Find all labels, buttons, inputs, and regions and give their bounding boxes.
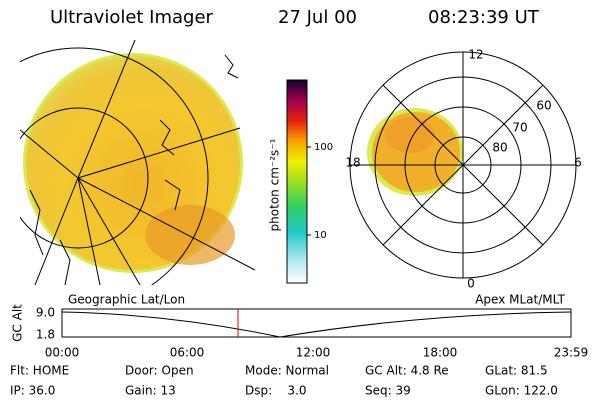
lat-label: 70 xyxy=(512,121,527,135)
panel-caption: Apex MLat/MLT xyxy=(475,293,565,307)
timeline-y-label: 9.0 xyxy=(36,306,55,320)
mlt-label: 0 xyxy=(467,277,475,291)
status-field: IP: 36.0 xyxy=(10,384,55,398)
status-field: GLon: 122.0 xyxy=(485,384,558,398)
colorbar-label: photon cm⁻²s⁻¹ xyxy=(268,138,282,231)
timeline-x-label: 00:00 xyxy=(45,346,80,360)
geographic-image xyxy=(20,40,255,285)
panel-caption: Geographic Lat/Lon xyxy=(68,293,185,307)
status-field: Seq: 39 xyxy=(365,384,411,398)
time: 08:23:39 UT xyxy=(428,7,540,28)
polar-image xyxy=(367,108,463,196)
status-field: Door: Open xyxy=(125,364,194,378)
timeline-frame xyxy=(61,308,572,338)
status-field: Mode: Normal xyxy=(245,364,329,378)
mlt-label: 6 xyxy=(574,156,582,170)
status-field: Gain: 13 xyxy=(125,384,176,398)
status-field: GLat: 81.5 xyxy=(485,364,548,378)
title: Ultraviolet Imager xyxy=(50,7,214,28)
altitude-curve xyxy=(61,311,572,338)
timeline-y-label: 1.8 xyxy=(36,328,55,342)
colorbar-tick-label: 100 xyxy=(314,142,333,153)
date: 27 Jul 00 xyxy=(278,7,357,28)
footer: Flt: HOME Door: Open Mode: Normal GC Alt: 4… xyxy=(10,364,558,398)
colorbar xyxy=(286,79,308,284)
timeline-x-label: 23:59 xyxy=(554,346,589,360)
lat-label: 80 xyxy=(492,141,507,155)
polar-grid xyxy=(349,51,577,279)
status-field: GC Alt: 4.8 Re xyxy=(365,364,449,378)
timeline-x-label: 18:00 xyxy=(423,346,458,360)
lat-label: 60 xyxy=(536,99,551,113)
status-field: Dsp: 3.0 xyxy=(245,384,307,398)
mlt-label: 12 xyxy=(468,48,483,62)
colorbar-tick-label: 10 xyxy=(314,230,327,241)
timeline-axis-label: GC Alt xyxy=(11,304,25,342)
timeline-x-label: 06:00 xyxy=(170,346,205,360)
mlt-label: 18 xyxy=(345,156,360,170)
timeline-x-label: 12:00 xyxy=(296,346,331,360)
status-field: Flt: HOME xyxy=(10,364,69,378)
